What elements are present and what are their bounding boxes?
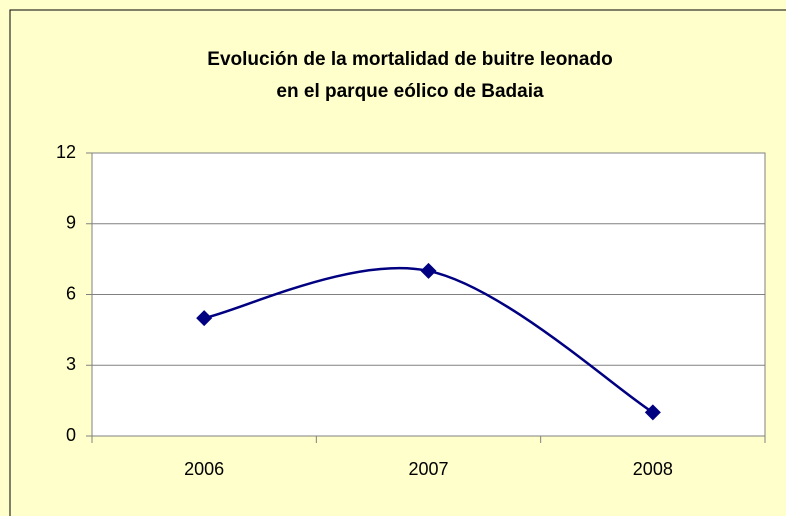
marker xyxy=(196,310,213,327)
x-tick-label: 2008 xyxy=(633,459,673,479)
chart-title: Evolución de la mortalidad de buitre leo… xyxy=(207,49,612,70)
marker xyxy=(644,404,661,421)
x-tick-label: 2007 xyxy=(408,459,448,479)
marker xyxy=(420,262,437,279)
x-tick-label: 2006 xyxy=(184,459,224,479)
y-tick-label: 9 xyxy=(66,213,76,233)
chart-title: en el parque eólico de Badaia xyxy=(276,81,544,102)
y-tick-label: 3 xyxy=(66,354,76,374)
y-tick-label: 12 xyxy=(56,142,76,162)
y-tick-label: 0 xyxy=(66,425,76,445)
y-tick-label: 6 xyxy=(66,283,76,303)
